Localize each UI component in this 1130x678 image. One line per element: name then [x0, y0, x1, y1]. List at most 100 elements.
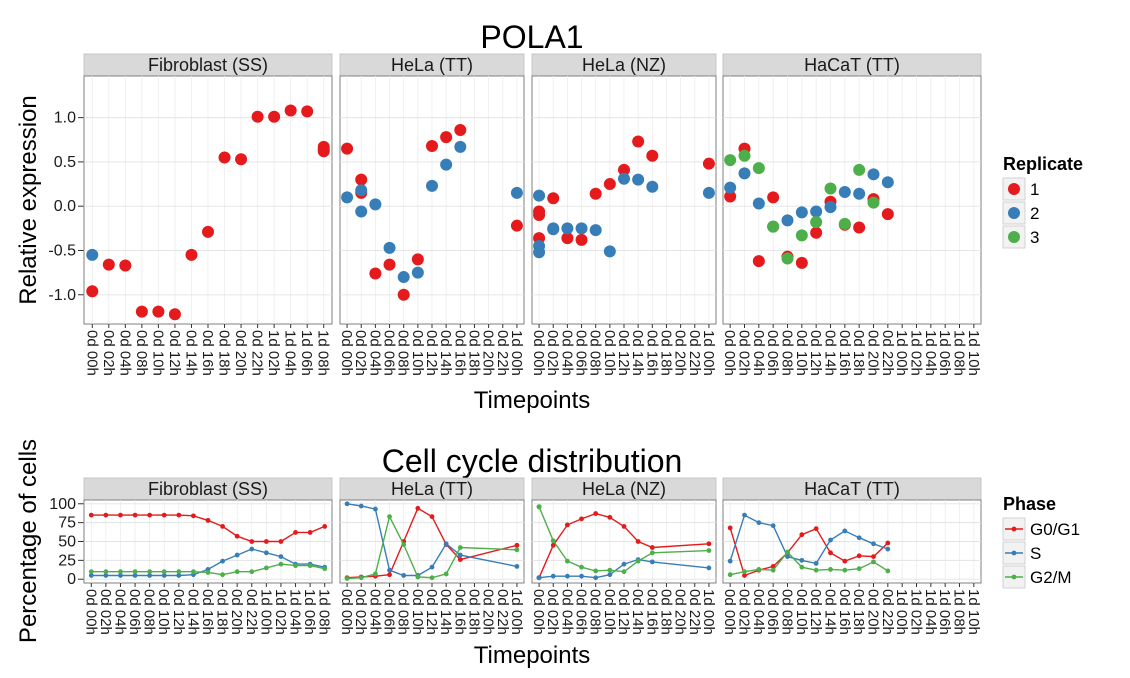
x-tick-label: 0d 00h: [338, 589, 355, 635]
data-point: [514, 564, 520, 569]
data-point: [263, 550, 269, 556]
x-tick-label: 0d 02h: [352, 330, 369, 376]
y-tick-label: -1.0: [48, 287, 76, 304]
y-tick-label: 0.5: [54, 154, 76, 171]
x-tick-label: 0d 02h: [352, 589, 369, 635]
x-tick-label: 1d 10h: [965, 589, 982, 635]
x-tick-label: 1d 02h: [908, 330, 925, 376]
x-tick-label: 0d 22h: [494, 330, 511, 376]
data-point: [369, 267, 382, 280]
data-point: [220, 558, 225, 564]
data-point: [355, 184, 368, 197]
data-point: [706, 565, 712, 571]
x-tick-label: 0d 22h: [879, 589, 896, 635]
y-axis-title: Percentage of cells: [15, 439, 42, 643]
data-point: [358, 503, 364, 509]
x-tick-label: 0d 04h: [116, 330, 133, 376]
x-tick-label: 1d 00h: [508, 589, 525, 635]
data-point: [824, 182, 837, 195]
x-tick-label: 0d 12h: [423, 330, 440, 376]
data-point: [307, 563, 313, 569]
data-point: [752, 162, 765, 175]
x-tick-label: 0d 22h: [249, 330, 266, 376]
x-tick-label: 1d 00h: [700, 589, 717, 635]
series-line-g2-m: [347, 514, 517, 580]
data-point: [358, 575, 364, 581]
data-point: [856, 566, 862, 572]
x-tick-label: 0d 12h: [166, 330, 183, 376]
data-point: [234, 552, 240, 558]
data-point: [86, 248, 99, 261]
data-point: [118, 512, 123, 518]
series-line-s: [539, 558, 709, 579]
data-point: [828, 537, 833, 543]
data-point: [443, 541, 449, 547]
data-point: [867, 168, 880, 181]
data-point: [161, 569, 167, 575]
data-point: [853, 187, 866, 200]
data-point: [824, 201, 837, 214]
data-point: [618, 172, 630, 185]
data-point: [810, 205, 823, 218]
x-tick-label: 0d 18h: [465, 589, 482, 635]
x-tick-label: 0d 02h: [100, 330, 117, 376]
x-tick-label: 0d 18h: [216, 330, 233, 376]
data-point: [429, 575, 435, 581]
data-point: [550, 538, 556, 544]
data-point: [632, 173, 645, 186]
x-tick-label: 1d 04h: [922, 589, 939, 635]
data-point: [88, 569, 94, 575]
data-point: [119, 259, 132, 272]
data-point: [457, 552, 463, 558]
x-axis-title: Timepoints: [474, 642, 590, 669]
x-tick-label: 0d 18h: [657, 330, 674, 376]
data-point: [220, 524, 225, 529]
data-point: [176, 573, 182, 578]
data-point: [293, 563, 298, 569]
x-tick-label: 1d 06h: [936, 589, 953, 635]
x-tick-label: 1d 10h: [965, 330, 982, 376]
x-tick-label: 0d 10h: [149, 330, 166, 376]
data-point: [561, 232, 574, 245]
x-tick-label: 0d 20h: [480, 589, 497, 635]
x-tick-label: 1d 08h: [951, 589, 968, 635]
x-tick-label: 0d 16h: [451, 589, 468, 635]
x-tick-label: 1d 06h: [301, 589, 318, 635]
legend-title: Phase: [1003, 494, 1056, 514]
data-point: [621, 524, 627, 529]
data-point: [742, 512, 747, 518]
data-point: [738, 149, 751, 162]
data-point: [561, 222, 574, 235]
data-point: [799, 557, 805, 563]
x-tick-label: 0d 04h: [366, 589, 383, 635]
data-point: [727, 558, 733, 564]
facet-label: HaCaT (TT): [804, 479, 900, 499]
data-point: [564, 573, 570, 579]
data-point: [426, 139, 438, 152]
data-point: [103, 512, 109, 518]
data-point: [514, 542, 520, 548]
data-point: [268, 110, 281, 123]
data-point: [341, 142, 354, 155]
data-point: [429, 564, 435, 570]
x-tick-label: 0d 08h: [779, 589, 796, 635]
x-tick-label: 0d 06h: [764, 330, 781, 376]
x-tick-label: 0d 16h: [643, 589, 660, 635]
data-point: [293, 530, 298, 535]
x-tick-label: 0d 12h: [615, 589, 632, 635]
data-point: [397, 271, 410, 284]
series-line-s: [729, 514, 889, 565]
x-tick-label: 0d 04h: [111, 589, 128, 635]
x-tick-label: 0d 14h: [437, 589, 454, 635]
data-point: [383, 241, 396, 254]
x-tick-label: 1d 00h: [893, 330, 910, 376]
data-point: [387, 514, 392, 519]
data-point: [249, 569, 255, 575]
x-tick-label: 0d 08h: [587, 330, 604, 376]
x-tick-label: 1d 08h: [951, 330, 968, 376]
data-point: [767, 191, 780, 204]
y-tick-label: 100: [49, 496, 76, 513]
data-point: [344, 576, 350, 581]
data-point: [426, 179, 438, 192]
data-point: [579, 564, 584, 570]
